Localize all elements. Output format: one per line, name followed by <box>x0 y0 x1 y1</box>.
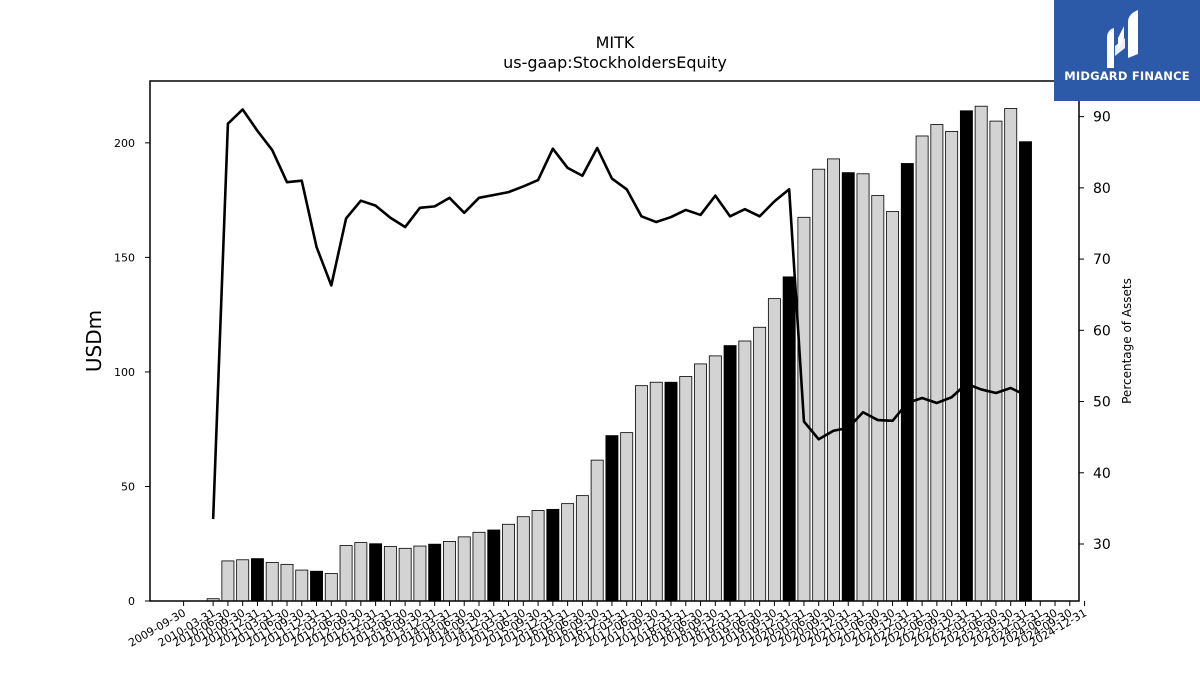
line-path <box>211 108 1027 520</box>
bar <box>694 363 708 602</box>
bar <box>236 559 250 602</box>
line-series <box>211 108 1027 520</box>
bar <box>487 529 501 602</box>
bar <box>635 385 648 602</box>
bar <box>930 124 944 602</box>
bar <box>900 163 914 602</box>
y-tick-label: 200 <box>114 137 135 150</box>
bar-series <box>206 105 1032 602</box>
bar <box>664 381 678 602</box>
y-axis-label: USDm <box>82 310 106 372</box>
y-tick-label: 0 <box>128 595 135 608</box>
bar <box>871 195 885 602</box>
bar <box>856 173 870 602</box>
bar <box>575 495 589 602</box>
y-tick-label: 150 <box>114 251 135 264</box>
bar <box>590 459 604 602</box>
y2-axis-label: Percentage of Assets <box>1120 278 1134 404</box>
y2-tick-label: 50 <box>1093 395 1111 411</box>
bar <box>443 541 456 602</box>
bar <box>428 543 442 602</box>
bar <box>516 516 530 602</box>
midgard-finance-logo: MIDGARD FINANCE <box>1054 0 1200 101</box>
bar <box>753 326 767 602</box>
midgard-logo-icon <box>1107 10 1138 68</box>
bar <box>945 130 959 602</box>
y2-tick-label: 60 <box>1093 323 1111 339</box>
bar <box>886 211 900 602</box>
bar <box>354 542 368 602</box>
y-axis-ticks: 0 50 100 150 200 <box>114 137 150 608</box>
y2-tick-label: 90 <box>1093 110 1111 126</box>
bar <box>502 523 515 602</box>
bar <box>546 508 560 602</box>
y2-tick-label: 40 <box>1093 466 1111 482</box>
bar <box>767 298 781 602</box>
bar <box>679 376 693 602</box>
logo-text: MIDGARD FINANCE <box>1064 69 1190 83</box>
bar <box>310 570 323 602</box>
bar <box>915 135 929 602</box>
x-axis-ticks: 2009-09-302010-03-312010-06-302010-09-30… <box>126 601 1089 650</box>
bar <box>472 531 486 602</box>
y-tick-label: 50 <box>121 480 135 493</box>
bar <box>620 432 634 602</box>
bar <box>989 120 1003 602</box>
bar <box>812 168 826 602</box>
bar <box>1004 108 1018 602</box>
chart-title: MITK <box>596 33 635 52</box>
bar <box>708 355 722 602</box>
y-tick-label: 100 <box>114 366 135 379</box>
bar <box>383 546 397 602</box>
y2-tick-label: 70 <box>1093 252 1111 268</box>
bar <box>339 545 353 602</box>
chart-subtitle: us-gaap:StockholdersEquity <box>503 53 727 72</box>
bar <box>295 569 309 602</box>
bar <box>738 340 752 602</box>
bar <box>561 503 575 602</box>
bar <box>324 573 338 602</box>
bar <box>398 547 412 602</box>
bar <box>827 158 840 602</box>
bar <box>280 563 294 602</box>
bar <box>413 545 427 602</box>
y2-axis-ticks: 30 40 50 60 70 80 90 <box>1079 110 1111 553</box>
bar <box>369 543 383 602</box>
bar <box>841 172 855 602</box>
bar <box>782 276 796 602</box>
bar <box>959 110 973 602</box>
y2-tick-label: 80 <box>1093 181 1111 197</box>
bar <box>1019 141 1032 602</box>
bar <box>221 560 235 602</box>
bar <box>974 105 988 602</box>
plot-frame <box>149 80 1080 602</box>
bar <box>723 345 737 602</box>
bar <box>250 558 264 602</box>
bar <box>531 510 545 602</box>
bar <box>605 435 619 602</box>
y2-tick-label: 30 <box>1093 537 1111 553</box>
bar <box>265 562 279 602</box>
bar <box>649 381 663 602</box>
bar <box>457 536 471 602</box>
